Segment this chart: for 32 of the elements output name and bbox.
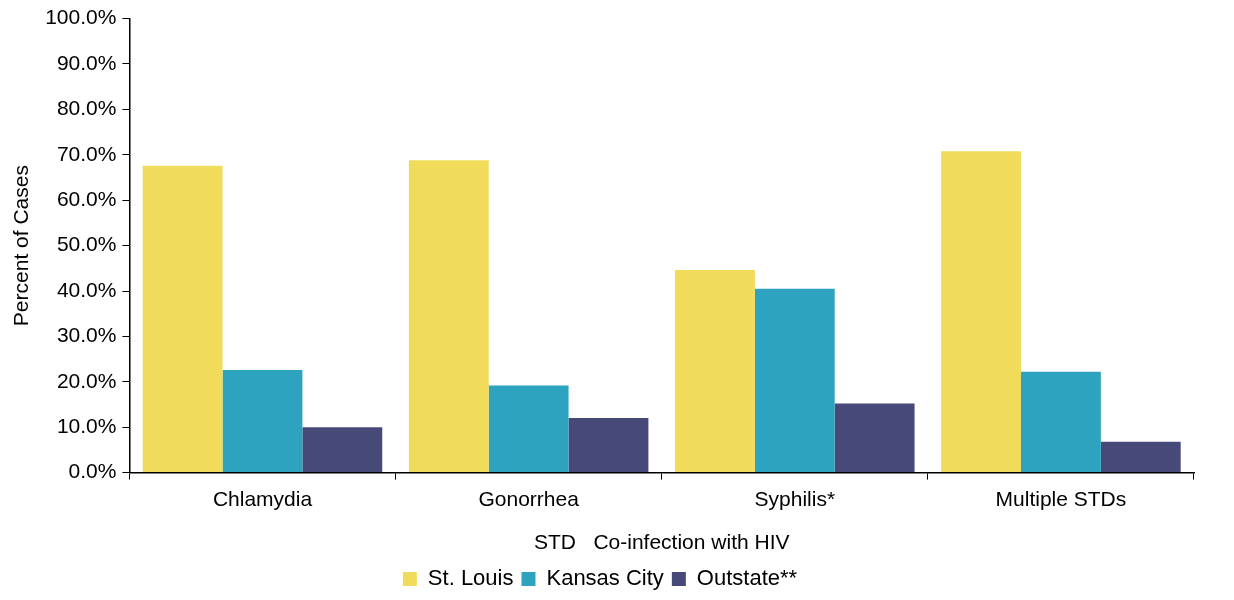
bar [1100, 441, 1181, 473]
y-tick-label: 100.0% [45, 5, 117, 29]
legend-label: Kansas City [546, 565, 664, 591]
y-tick-label: 10.0% [56, 414, 117, 437]
bar [754, 288, 835, 473]
y-tick-label: 50.0% [56, 232, 117, 256]
y-tick-label: 0.0% [68, 459, 117, 483]
bar [1021, 371, 1101, 473]
y-tick-label: 60.0% [56, 187, 117, 210]
x-tick-label: Gonorrhea [478, 487, 580, 510]
legend-label: Outstate** [696, 565, 798, 591]
bar [941, 151, 1022, 473]
bar [408, 160, 489, 473]
x-axis-title: STD Co-infection with HIV [533, 530, 790, 554]
x-tick-label: Syphilis* [754, 487, 836, 510]
y-tick-label: 70.0% [56, 141, 117, 165]
bar [142, 165, 223, 473]
x-tick-label: Multiple STDs [995, 487, 1127, 510]
y-tick-label: 40.0% [56, 277, 117, 301]
x-tick-label: Chlamydia [212, 487, 313, 510]
bar [302, 427, 383, 473]
bar [675, 270, 755, 473]
y-tick-label: 90.0% [56, 50, 117, 74]
bar [488, 385, 569, 473]
bar [834, 403, 915, 473]
legend-label: St. Louis [427, 565, 514, 591]
bar [222, 370, 303, 473]
bar [568, 418, 649, 473]
y-tick-label: 30.0% [56, 323, 117, 347]
y-axis-title: Percent of Cases [9, 165, 33, 327]
y-tick-label: 20.0% [56, 368, 117, 392]
y-tick-label: 80.0% [56, 96, 117, 120]
